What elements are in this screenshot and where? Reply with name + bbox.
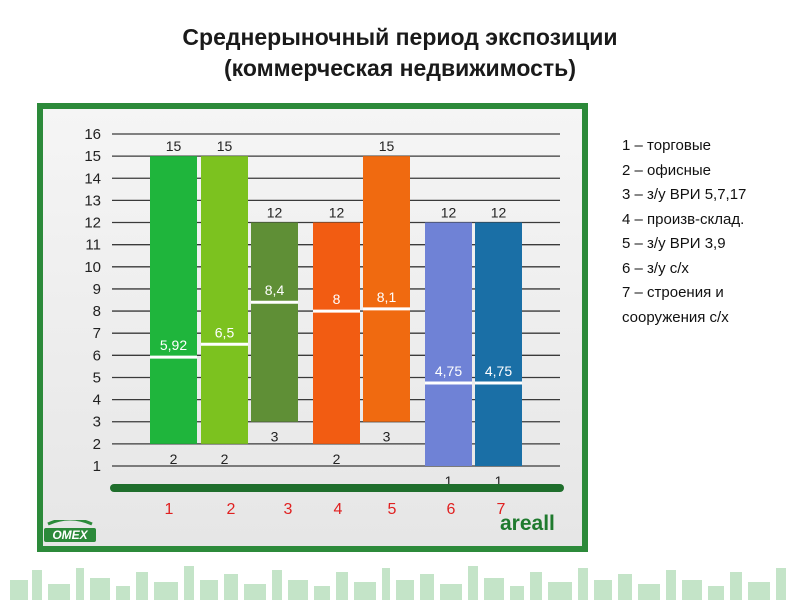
max-value-label: 15	[217, 138, 233, 154]
y-tick-label: 12	[84, 215, 101, 232]
areall-logo: areall	[500, 512, 555, 535]
range-bar	[201, 156, 248, 444]
range-bar	[150, 156, 197, 444]
max-value-label: 12	[329, 205, 345, 221]
category-label: 5	[388, 501, 397, 518]
chart-title: Среднерыночный период экспозиции (коммер…	[0, 22, 800, 84]
category-label: 3	[284, 501, 293, 518]
chart-baseline	[110, 484, 564, 492]
y-tick-label: 11	[85, 237, 101, 254]
legend-entry: 1 – торговые	[622, 137, 711, 154]
y-tick-label: 8	[93, 303, 101, 320]
category-label: 7	[497, 501, 506, 518]
min-value-label: 3	[271, 429, 279, 445]
title-line-1: Среднерыночный период экспозиции	[182, 24, 618, 50]
legend-entry: 3 – з/у ВРИ 5,7,17	[622, 186, 747, 203]
y-tick-label: 7	[93, 325, 101, 342]
title-line-2: (коммерческая недвижимость)	[224, 55, 576, 81]
category-label: 4	[334, 501, 343, 518]
category-label: 2	[227, 501, 236, 518]
y-tick-label: 14	[84, 170, 101, 187]
legend-entry: 2 – офисные	[622, 161, 711, 179]
min-value-label: 2	[221, 451, 229, 467]
range-bar	[475, 222, 522, 466]
legend-entry: сооружения с/х	[622, 308, 729, 326]
legend: 1 – торговые 2 – офисные 3 – з/у ВРИ 5,7,1…	[622, 134, 746, 330]
max-value-label: 15	[166, 138, 182, 154]
y-tick-label: 4	[93, 392, 101, 409]
y-tick-label: 3	[93, 414, 101, 431]
max-value-label: 12	[267, 205, 283, 221]
range-bar	[363, 156, 410, 422]
average-value-label: 4,75	[485, 363, 512, 379]
min-value-label: 3	[383, 429, 391, 445]
category-label: 1	[165, 501, 174, 518]
average-value-label: 6,5	[215, 324, 235, 340]
average-value-label: 5,92	[160, 337, 187, 353]
max-value-label: 12	[491, 205, 507, 221]
y-tick-label: 13	[84, 192, 101, 209]
y-tick-label: 1	[93, 458, 101, 475]
range-bar	[313, 222, 360, 444]
average-value-label: 8,4	[265, 282, 285, 298]
omex-logo: OMEX	[44, 520, 96, 542]
y-tick-label: 9	[93, 281, 101, 298]
average-value-label: 8	[333, 291, 341, 307]
category-label: 6	[447, 501, 456, 518]
y-tick-label: 6	[93, 347, 101, 364]
range-bar	[425, 222, 472, 466]
max-value-label: 12	[441, 205, 457, 221]
min-value-label: 2	[170, 451, 178, 467]
min-value-label: 1	[495, 473, 503, 489]
city-skyline-decoration	[10, 566, 786, 600]
y-tick-label: 2	[93, 436, 101, 453]
y-tick-label: 15	[84, 148, 101, 165]
average-value-label: 4,75	[435, 363, 462, 379]
min-value-label: 2	[333, 451, 341, 467]
y-tick-label: 5	[93, 369, 101, 386]
average-value-label: 8,1	[377, 289, 397, 305]
legend-entry: 4 – произв-склад.	[622, 210, 745, 228]
y-tick-label: 10	[84, 259, 101, 276]
legend-entry: 5 – з/у ВРИ 3,9	[622, 235, 726, 252]
svg-text:OMEX: OMEX	[52, 528, 88, 542]
min-value-label: 1	[445, 473, 453, 489]
range-bar	[251, 222, 298, 422]
max-value-label: 15	[379, 138, 395, 154]
y-tick-label: 16	[84, 126, 101, 143]
legend-entry: 6 – з/у с/х	[622, 259, 689, 277]
legend-entry: 7 – строения и	[622, 284, 724, 301]
